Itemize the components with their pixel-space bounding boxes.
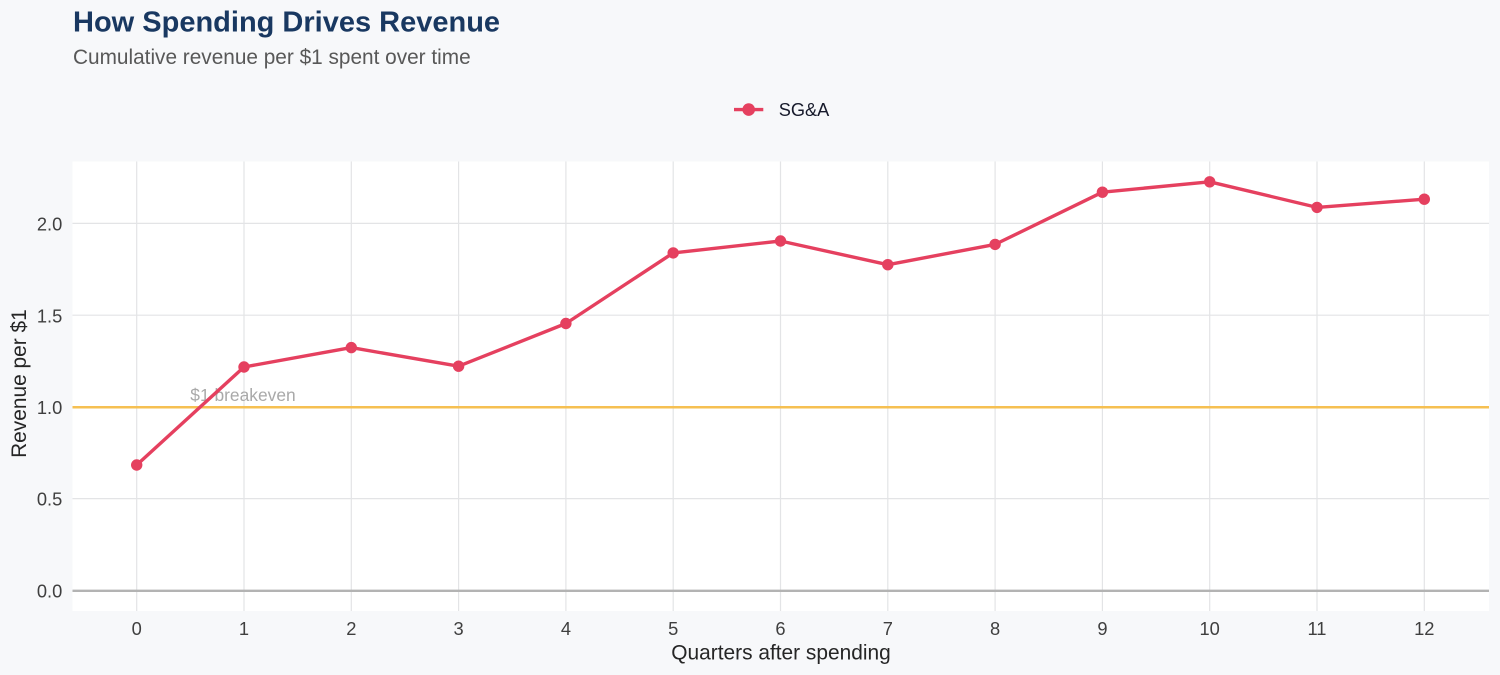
svg-text:12: 12	[1414, 618, 1434, 639]
svg-text:10: 10	[1200, 618, 1220, 639]
svg-text:1.0: 1.0	[37, 397, 62, 418]
svg-text:11: 11	[1308, 618, 1327, 639]
svg-text:Cumulative revenue per $1 spen: Cumulative revenue per $1 spent over tim…	[73, 46, 471, 69]
svg-text:4: 4	[561, 618, 571, 639]
svg-text:8: 8	[990, 618, 1000, 639]
svg-text:5: 5	[668, 618, 678, 639]
svg-text:6: 6	[775, 618, 785, 639]
svg-text:1.5: 1.5	[37, 305, 62, 326]
svg-text:SG&A: SG&A	[779, 100, 830, 120]
svg-text:0: 0	[132, 618, 142, 639]
svg-text:9: 9	[1097, 618, 1107, 639]
svg-text:1: 1	[239, 618, 249, 639]
svg-text:Revenue per $1: Revenue per $1	[8, 309, 31, 458]
svg-text:7: 7	[883, 618, 893, 639]
svg-text:Quarters after spending: Quarters after spending	[671, 641, 890, 664]
svg-text:How Spending Drives Revenue: How Spending Drives Revenue	[73, 7, 500, 39]
svg-text:0.0: 0.0	[37, 581, 62, 602]
svg-text:3: 3	[454, 618, 464, 639]
svg-text:2: 2	[346, 618, 356, 639]
svg-text:0.5: 0.5	[37, 489, 62, 510]
svg-text:2.0: 2.0	[37, 214, 62, 235]
